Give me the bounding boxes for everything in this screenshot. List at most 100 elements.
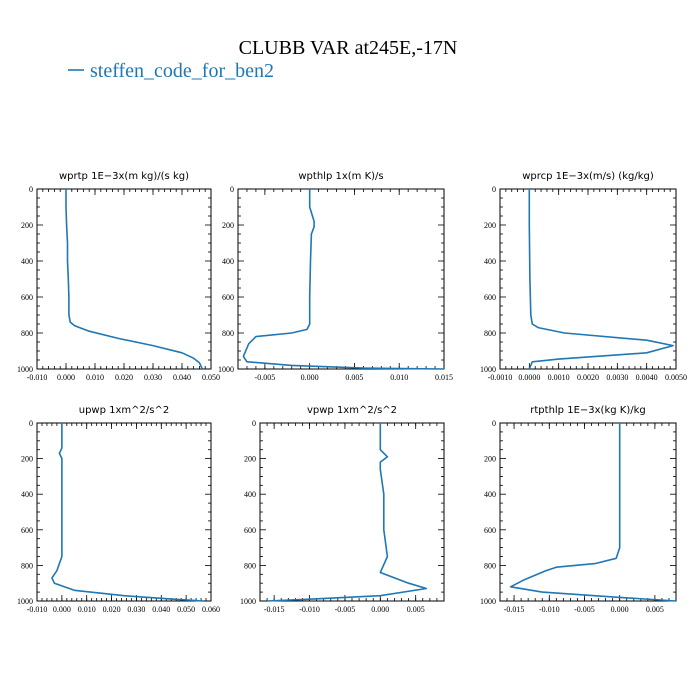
- x-tick-label: 0.000: [53, 605, 71, 614]
- y-tick-label: 600: [484, 526, 496, 535]
- x-tick-label: -0.010: [299, 605, 320, 614]
- x-tick-label: -0.015: [504, 605, 525, 614]
- x-tick-label: -0.010: [27, 605, 48, 614]
- panel-title: rtpthlp 1E−3x(kg K)/kg: [530, 405, 645, 416]
- y-tick-label: 0: [492, 185, 496, 194]
- x-tick-label: 0.000: [301, 373, 319, 382]
- y-tick-label: 200: [21, 455, 33, 464]
- x-tick-label: -0.010: [27, 373, 48, 382]
- panel-6: rtpthlp 1E−3x(kg K)/kg -0.015 -0.010 -0.005…: [480, 405, 677, 614]
- x-tick-label: 0.050: [177, 605, 195, 614]
- legend-label: steffen_code_for_ben2: [90, 60, 274, 82]
- x-tick-label: 0.005: [646, 605, 664, 614]
- panels: wprtp 1E−3x(m kg)/(s kg) -0.010 0.000 0.010…: [17, 171, 687, 614]
- y-tick-label: 800: [244, 561, 256, 570]
- y-tick-label: 0: [230, 185, 234, 194]
- y-tick-label: 800: [21, 561, 33, 570]
- x-tick-label: 0.060: [202, 605, 220, 614]
- y-tick-label: 1000: [218, 365, 234, 374]
- panel-5: vpwp 1xm^2/s^2 -0.015 -0.010 -0.005 0.000 0.0…: [240, 405, 445, 614]
- y-tick-label: 200: [484, 455, 496, 464]
- panel-title: wpthlp 1x(m K)/s: [298, 171, 383, 182]
- y-tick-label: 1000: [480, 597, 496, 606]
- plot-frame: [499, 188, 677, 370]
- x-tick-label: 0.0000: [518, 373, 540, 382]
- figure-title: CLUBB VAR at245E,-17N: [239, 37, 458, 59]
- x-tick-label: 0.0020: [577, 373, 599, 382]
- panel-title: vpwp 1xm^2/s^2: [307, 405, 397, 416]
- y-tick-label: 800: [21, 329, 33, 338]
- y-tick-label: 400: [244, 490, 256, 499]
- panel-title: upwp 1xm^2/s^2: [79, 405, 169, 416]
- series-line: [528, 189, 674, 370]
- x-tick-label: 0.0050: [665, 373, 687, 382]
- x-tick-label: 0.0040: [636, 373, 658, 382]
- x-tick-label: 0.040: [173, 373, 191, 382]
- y-tick-label: 600: [244, 526, 256, 535]
- y-tick-label: 0: [492, 419, 496, 428]
- y-tick-label: 0: [252, 419, 256, 428]
- x-tick-label: 0.000: [57, 373, 75, 382]
- x-tick-label: 0.020: [103, 605, 121, 614]
- y-tick-label: 1000: [240, 597, 256, 606]
- y-tick-label: 200: [21, 221, 33, 230]
- y-tick-label: 400: [21, 257, 33, 266]
- y-tick-label: 400: [21, 490, 33, 499]
- plot-frame: [499, 422, 677, 602]
- panel-3: wprcp 1E−3x(m/s) (kg/kg) -0.0010 0.0000 0.0…: [480, 171, 687, 382]
- y-tick-label: 200: [484, 221, 496, 230]
- y-tick-label: 200: [222, 221, 234, 230]
- y-tick-label: 600: [21, 293, 33, 302]
- x-tick-label: 0.005: [345, 373, 363, 382]
- series-line: [509, 423, 677, 602]
- panel-title: wprcp 1E−3x(m/s) (kg/kg): [522, 171, 654, 182]
- plot-frame: [259, 422, 445, 602]
- series-line: [65, 189, 204, 370]
- y-tick-label: 400: [484, 490, 496, 499]
- panel-2: wpthlp 1x(m K)/s -0.005 0.000 0.005 0.010 0.0…: [218, 171, 453, 382]
- x-tick-label: 0.000: [611, 605, 629, 614]
- x-tick-label: 0.010: [86, 373, 104, 382]
- y-tick-label: 800: [484, 561, 496, 570]
- y-tick-label: 1000: [17, 365, 33, 374]
- panel-4: upwp 1xm^2/s^2 -0.010 0.000 0.010 0.020 0.030…: [17, 405, 220, 614]
- x-tick-label: 0.0030: [606, 373, 628, 382]
- x-tick-label: 0.030: [144, 373, 162, 382]
- panel-1: wprtp 1E−3x(m kg)/(s kg) -0.010 0.000 0.010…: [17, 171, 220, 382]
- x-tick-label: 0.010: [390, 373, 408, 382]
- plot-frame: [36, 188, 212, 370]
- x-tick-label: -0.005: [574, 605, 595, 614]
- y-tick-label: 800: [484, 329, 496, 338]
- y-tick-label: 1000: [17, 597, 33, 606]
- y-tick-label: 400: [222, 257, 234, 266]
- y-tick-label: 0: [29, 185, 33, 194]
- y-tick-label: 600: [222, 293, 234, 302]
- x-tick-label: -0.005: [255, 373, 276, 382]
- x-tick-label: 0.005: [407, 605, 425, 614]
- x-tick-label: -0.015: [264, 605, 285, 614]
- y-tick-label: 0: [29, 419, 33, 428]
- y-tick-label: 200: [244, 455, 256, 464]
- series-line: [267, 423, 428, 602]
- x-tick-label: 0.010: [78, 605, 96, 614]
- x-tick-label: 0.040: [152, 605, 170, 614]
- x-tick-label: 0.050: [202, 373, 220, 382]
- x-tick-label: -0.005: [335, 605, 356, 614]
- x-tick-label: 0.030: [127, 605, 145, 614]
- x-tick-label: 0.000: [371, 605, 389, 614]
- y-tick-label: 600: [21, 526, 33, 535]
- x-tick-label: 0.0010: [548, 373, 570, 382]
- y-tick-label: 400: [484, 257, 496, 266]
- x-tick-label: -0.0010: [488, 373, 513, 382]
- x-tick-label: -0.010: [539, 605, 560, 614]
- panel-title: wprtp 1E−3x(m kg)/(s kg): [59, 171, 189, 182]
- series-line: [242, 189, 445, 370]
- x-tick-label: 0.015: [435, 373, 453, 382]
- series-line: [51, 423, 204, 602]
- x-tick-label: 0.020: [115, 373, 133, 382]
- plot-frame: [237, 188, 445, 370]
- plot-frame: [36, 422, 212, 602]
- y-tick-label: 1000: [480, 365, 496, 374]
- y-tick-label: 600: [484, 293, 496, 302]
